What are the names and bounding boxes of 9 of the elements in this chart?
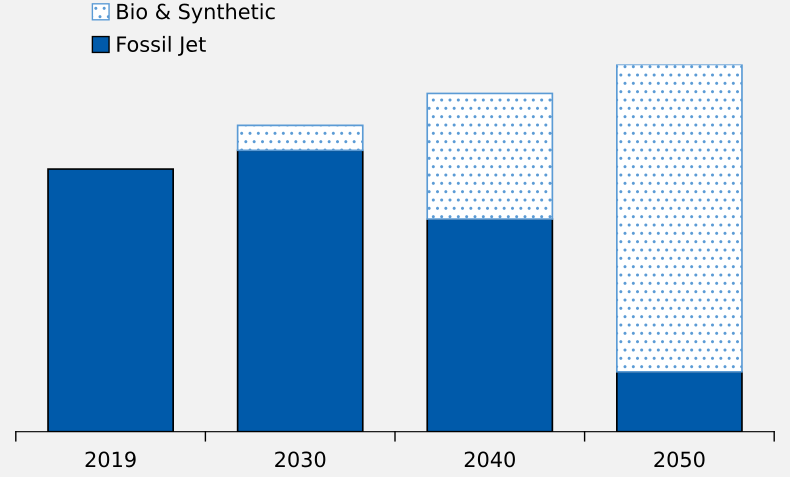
legend-label: Fossil Jet (117, 36, 206, 56)
bar (616, 64, 743, 373)
x-tick-label: 2030 (275, 451, 326, 468)
legend-label: Bio & Synthetic (117, 3, 275, 24)
x-tick-label: 2050 (654, 451, 705, 468)
x-tick-label: 2040 (464, 451, 515, 468)
bar (236, 124, 364, 152)
bar (426, 92, 554, 220)
x-tick-label: 2019 (86, 451, 136, 468)
